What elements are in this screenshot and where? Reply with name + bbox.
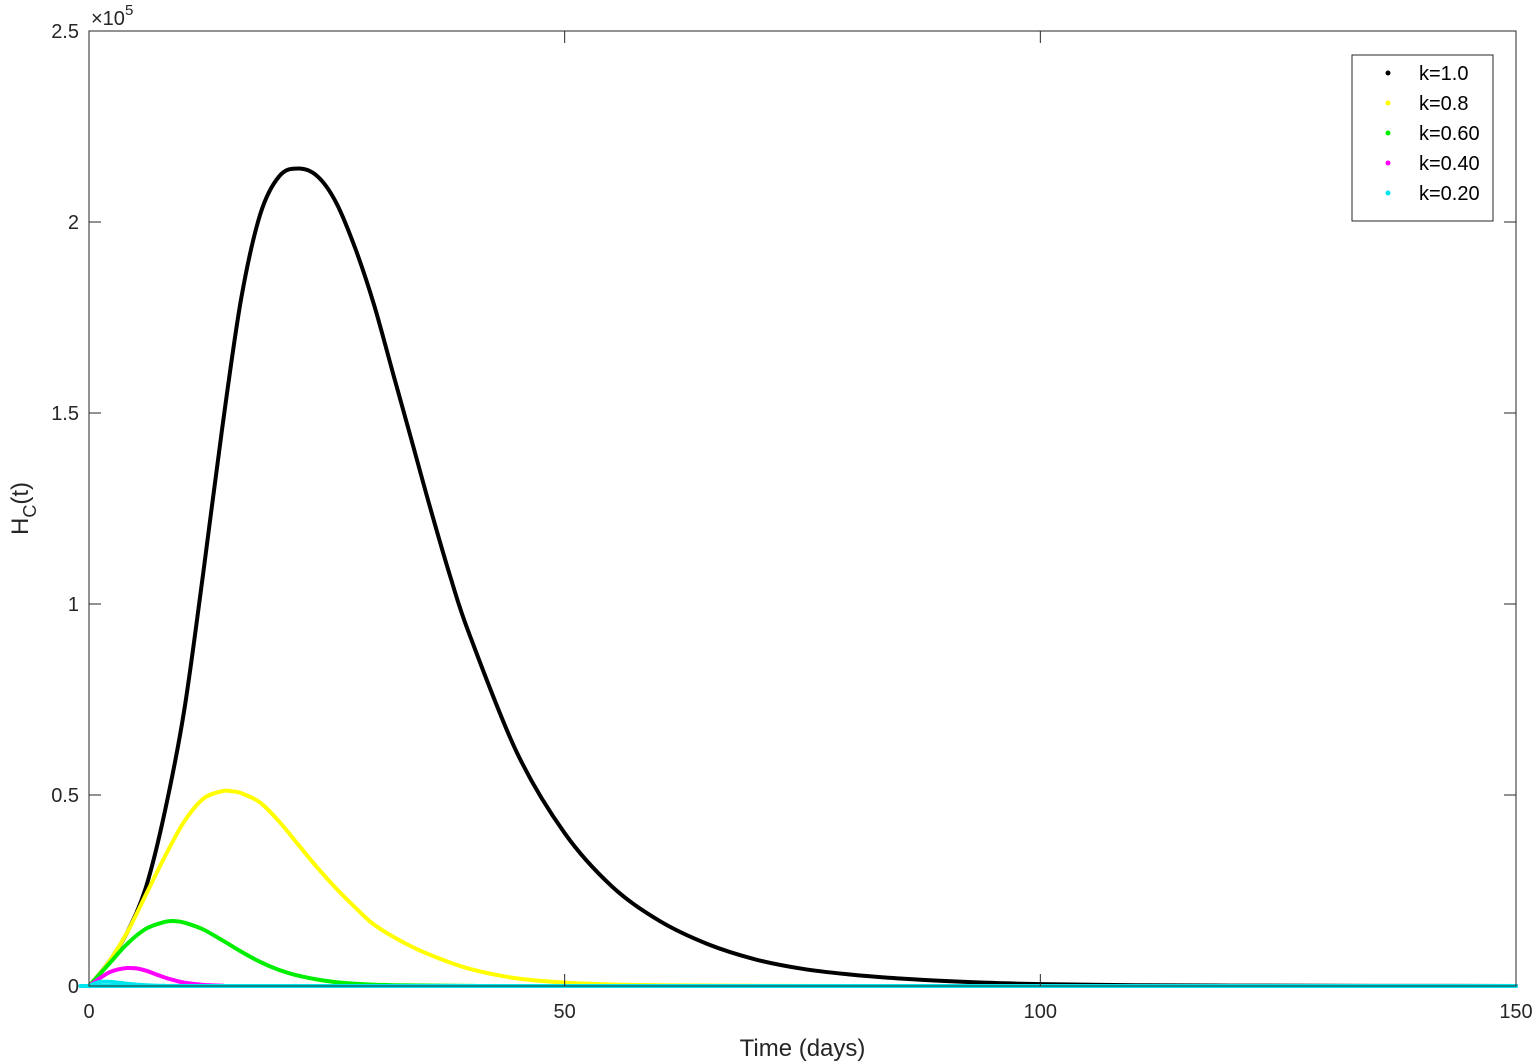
y-tick-label: 1 — [68, 594, 79, 616]
x-tick-label: 0 — [83, 1001, 94, 1023]
legend-entry-label: k=1.0 — [1419, 63, 1468, 85]
legend: k=1.0 k=0.8 k=0.60 k=0.40 k=0.20 — [1351, 54, 1494, 222]
y-tick-label: 1.5 — [51, 403, 79, 425]
x-tick-label: 50 — [554, 1001, 576, 1023]
legend-marker — [1385, 190, 1391, 196]
y-axis-exponent: ×105 — [91, 2, 133, 30]
legend-entry-label: k=0.60 — [1419, 123, 1480, 145]
x-tick-label: 100 — [1024, 1001, 1057, 1023]
legend-marker — [1385, 70, 1391, 76]
legend-marker — [1385, 100, 1391, 106]
y-tick-label: 0 — [68, 976, 79, 998]
series-line-0 — [87, 166, 1518, 988]
y-tick-label: 0.5 — [51, 785, 79, 807]
legend-entry-label: k=0.20 — [1419, 183, 1480, 205]
legend-box — [1351, 54, 1494, 222]
legend-entry-label: k=0.8 — [1419, 93, 1468, 115]
y-tick-label: 2 — [68, 212, 79, 234]
tick-layer: 0 50 100 150 0 0.5 1 1.5 2 2.5 — [51, 21, 1533, 1023]
y-axis-label: HC(t) — [7, 482, 40, 535]
y-axis-exponent-base: ×10 — [91, 8, 125, 30]
y-axis-label-tail: (t) — [7, 482, 34, 505]
legend-marker — [1385, 130, 1391, 136]
x-tick-label: 150 — [1499, 1001, 1532, 1023]
y-tick-label: 2.5 — [51, 21, 79, 43]
y-axis-label-main: H — [7, 518, 34, 535]
legend-marker — [1385, 160, 1391, 166]
plot-area-frame — [88, 30, 1517, 987]
x-axis-label: Time (days) — [740, 1035, 866, 1062]
y-axis-label-subscript: C — [20, 505, 40, 518]
legend-entry-label: k=0.40 — [1419, 153, 1480, 175]
y-axis-exponent-power: 5 — [125, 2, 133, 19]
